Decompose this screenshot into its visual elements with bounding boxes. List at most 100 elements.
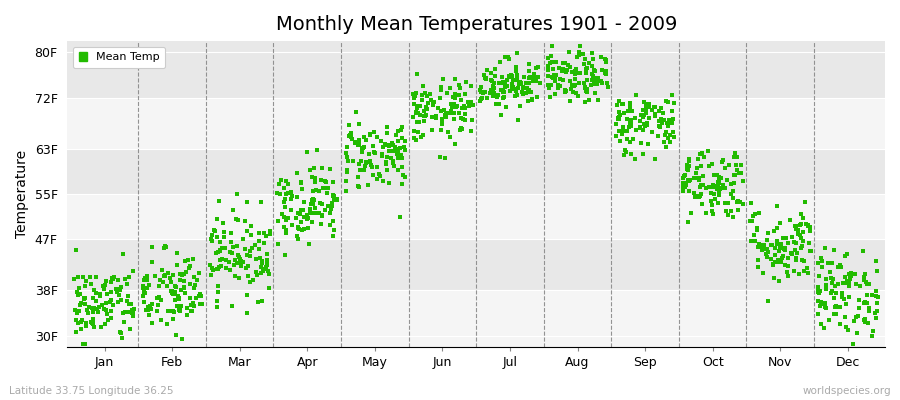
Point	[174, 287, 188, 293]
Point	[321, 185, 336, 192]
Point	[374, 153, 389, 160]
Point	[653, 124, 668, 131]
Point	[866, 328, 880, 335]
Point	[93, 291, 107, 297]
Point	[394, 124, 409, 130]
Point	[194, 300, 209, 307]
Point	[832, 304, 846, 310]
Point	[772, 220, 787, 226]
Point	[558, 87, 572, 93]
Point	[472, 98, 487, 104]
Point	[351, 142, 365, 148]
Point	[137, 298, 151, 305]
Point	[216, 220, 230, 227]
Point	[243, 253, 257, 259]
Point	[439, 114, 454, 121]
Point	[458, 91, 473, 98]
Point	[687, 190, 701, 197]
Point	[86, 309, 100, 316]
Point	[140, 285, 154, 291]
Point	[239, 199, 254, 206]
Point	[541, 63, 555, 69]
Point	[832, 262, 847, 268]
Point	[398, 146, 412, 153]
Point	[587, 67, 601, 74]
Point	[868, 258, 883, 264]
Point	[731, 198, 745, 204]
Point	[814, 288, 828, 294]
Point	[82, 304, 96, 310]
Point	[395, 135, 410, 142]
Point	[410, 105, 424, 111]
Point	[452, 92, 466, 98]
Point	[665, 108, 680, 114]
Point	[639, 110, 653, 116]
Point	[793, 222, 807, 228]
Point	[236, 236, 250, 243]
Point	[521, 87, 535, 93]
Point	[257, 266, 272, 272]
Point	[316, 185, 330, 192]
Point	[506, 77, 520, 83]
Point	[100, 311, 114, 318]
Point	[99, 277, 113, 284]
Point	[163, 279, 177, 286]
Point	[527, 74, 542, 80]
Point	[254, 199, 268, 206]
Point	[158, 243, 172, 249]
Point	[389, 132, 403, 138]
Point	[521, 98, 535, 105]
Point	[307, 164, 321, 171]
Point	[751, 264, 765, 270]
Point	[505, 83, 519, 90]
Point	[474, 84, 489, 90]
Point	[572, 70, 587, 76]
Point	[112, 277, 126, 284]
Point	[624, 117, 638, 124]
Point	[320, 190, 334, 196]
Point	[204, 236, 219, 242]
Point	[284, 189, 298, 196]
Point	[112, 287, 127, 293]
Point	[861, 307, 876, 314]
Point	[794, 211, 808, 217]
Point	[777, 246, 791, 252]
Point	[320, 203, 335, 209]
Point	[250, 272, 265, 278]
Point	[168, 290, 183, 297]
Point	[279, 216, 293, 223]
Point	[203, 272, 218, 278]
Point	[342, 122, 356, 128]
Point	[504, 72, 518, 78]
Point	[111, 298, 125, 305]
Point	[305, 197, 320, 204]
Point	[76, 296, 91, 302]
Point	[587, 80, 601, 87]
Point	[312, 188, 327, 194]
Point	[572, 52, 587, 58]
Point	[647, 156, 662, 162]
Point	[127, 305, 141, 312]
Point	[541, 66, 555, 73]
Point	[552, 64, 566, 71]
Point	[637, 121, 652, 127]
Point	[655, 120, 670, 126]
Point	[628, 115, 643, 122]
Point	[822, 317, 836, 323]
Point	[390, 147, 404, 153]
Point	[418, 90, 433, 96]
Point	[675, 188, 689, 194]
Point	[170, 250, 184, 256]
Point	[801, 240, 815, 246]
Point	[666, 129, 680, 135]
Point	[361, 182, 375, 188]
Point	[589, 78, 603, 84]
Point	[343, 133, 357, 140]
Point	[842, 274, 857, 281]
Point	[338, 188, 353, 194]
Point	[353, 167, 367, 173]
Point	[451, 92, 465, 98]
Point	[330, 197, 345, 203]
Point	[277, 214, 292, 220]
Point	[659, 98, 673, 105]
